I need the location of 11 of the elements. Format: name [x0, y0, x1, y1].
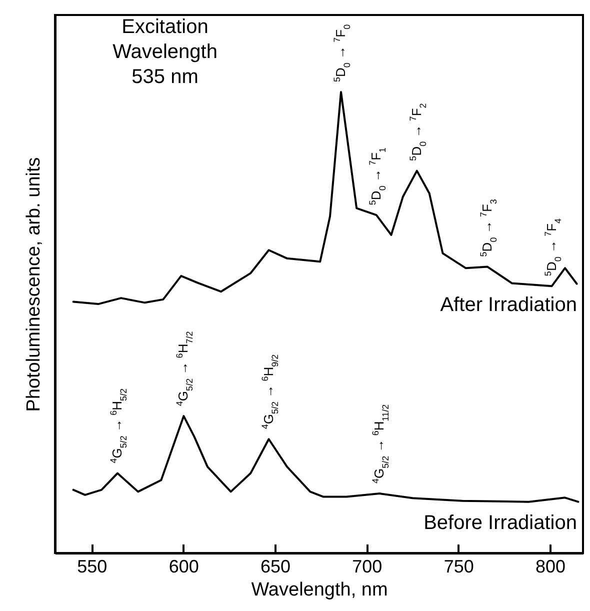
x-axis-title: Wavelength, nm [251, 580, 388, 600]
y-axis-title: Photoluminescence, arb. units [24, 157, 44, 412]
x-tick-label: 550 [77, 556, 108, 576]
x-tick-label: 800 [535, 556, 566, 576]
text: Excitation Wavelength 535 nm [112, 16, 218, 88]
x-tick-label: 750 [444, 556, 474, 576]
x-tick-label: 700 [352, 556, 382, 576]
x-tick-label: 600 [168, 556, 199, 576]
x-tick-label: 650 [260, 556, 291, 576]
series-label: After Irradiation [440, 294, 577, 316]
series-label: Before Irradiation [424, 512, 577, 534]
